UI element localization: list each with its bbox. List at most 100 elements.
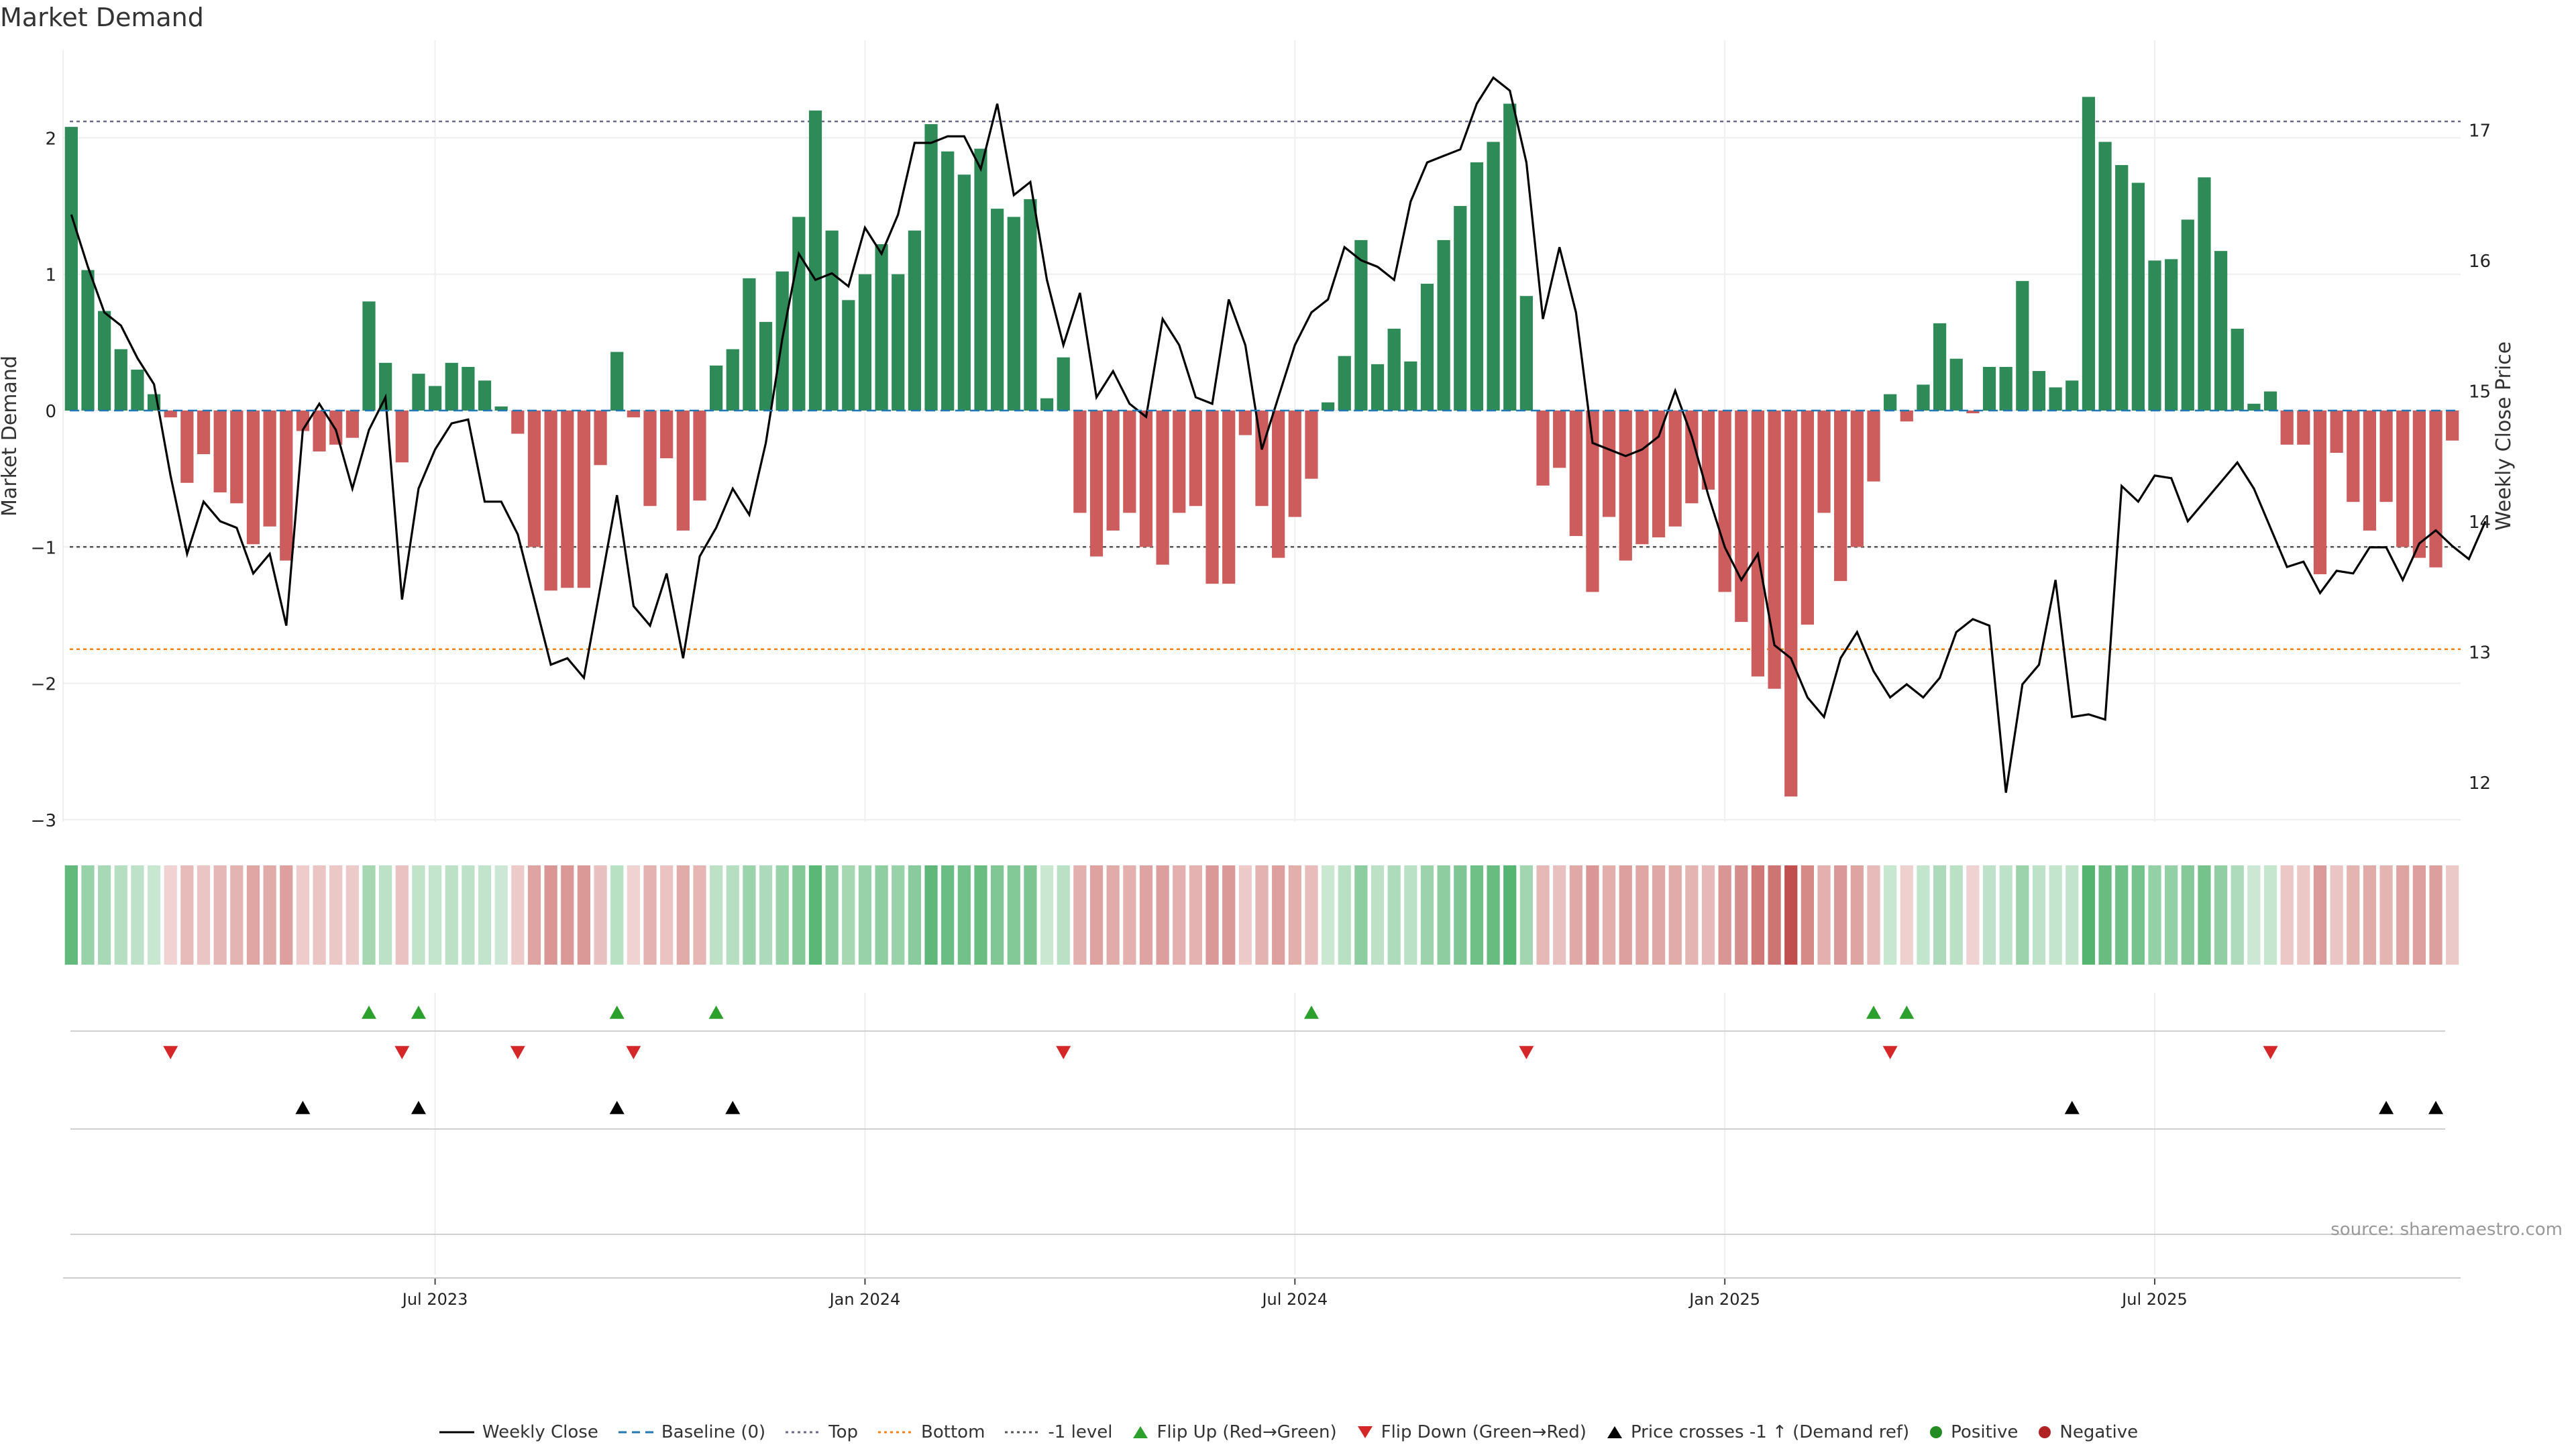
heat-cell <box>1801 865 1815 965</box>
demand-bar <box>2148 260 2161 411</box>
demand-bar <box>1784 411 1798 797</box>
y-tick-label: 1 <box>45 266 56 286</box>
demand-bar <box>743 278 756 411</box>
heat-cell <box>875 865 888 965</box>
heat-cell <box>1189 865 1203 965</box>
demand-bar <box>445 362 458 411</box>
demand-bar <box>428 386 442 411</box>
legend-label: Negative <box>2059 1422 2139 1442</box>
flip-down-marker <box>163 1046 178 1059</box>
heat-cell <box>1139 865 1153 965</box>
heat-cell <box>709 865 723 965</box>
demand-bar <box>2082 97 2096 411</box>
demand-bar <box>1685 411 1699 504</box>
demand-bar <box>1437 239 1450 411</box>
heat-cell <box>98 865 111 965</box>
heat-cell <box>1338 865 1351 965</box>
heat-cell <box>941 865 955 965</box>
demand-bar <box>81 270 95 411</box>
legend-item-bottom: Bottom <box>877 1422 985 1442</box>
heat-cell <box>858 865 872 965</box>
demand-bar <box>2247 403 2261 411</box>
demand-bar <box>1966 411 1980 414</box>
demand-bar <box>1305 411 1318 479</box>
demand-bar <box>1603 411 1616 517</box>
legend-label: Flip Down (Green→Red) <box>1381 1422 1587 1442</box>
demand-bar <box>180 411 194 483</box>
y2-tick-label: 13 <box>2469 643 2491 663</box>
heat-cell <box>2065 865 2079 965</box>
heat-cell <box>2032 865 2046 965</box>
demand-bar <box>908 230 921 411</box>
heat-cell <box>1238 865 1252 965</box>
demand-bar <box>709 365 723 411</box>
heat-cell <box>1454 865 1467 965</box>
demand-bar <box>1371 364 1385 411</box>
flip-down-marker <box>1056 1046 1071 1059</box>
demand-bar <box>1536 411 1550 486</box>
demand-bar <box>1586 411 1599 592</box>
heat-cell <box>842 865 855 965</box>
flip-up-marker <box>708 1006 724 1019</box>
heat-cell <box>1999 865 2012 965</box>
heat-cell <box>527 865 541 965</box>
legend-item-minus1: -1 level <box>1004 1422 1112 1442</box>
legend-label: -1 level <box>1048 1422 1113 1442</box>
heat-cell <box>1817 865 1831 965</box>
demand-bar <box>610 352 624 411</box>
demand-bar <box>1982 366 1996 411</box>
demand-bar <box>892 274 905 411</box>
demand-bar <box>1106 411 1120 531</box>
heat-cell <box>1834 865 1847 965</box>
demand-bar <box>1718 411 1731 592</box>
demand-bar <box>2198 177 2211 411</box>
demand-bar <box>230 411 244 504</box>
heat-cell <box>230 865 244 965</box>
demand-bar <box>313 411 326 451</box>
demand-bar <box>1751 411 1765 677</box>
demand-bar <box>1420 283 1434 411</box>
heat-cell <box>2412 865 2426 965</box>
heat-cell <box>1470 865 1484 965</box>
price-cross-marker <box>2379 1101 2394 1114</box>
heat-cell <box>2363 865 2377 965</box>
demand-bar <box>1801 411 1815 625</box>
demand-bar <box>395 411 409 463</box>
heat-cell <box>2181 865 2194 965</box>
y-tick-label: 2 <box>45 129 56 149</box>
heat-cell <box>345 865 359 965</box>
heat-cell <box>1420 865 1434 965</box>
heat-cell <box>1089 865 1104 965</box>
legend-label: Top <box>828 1422 859 1442</box>
heat-cell <box>1519 865 1533 965</box>
demand-bar <box>1387 329 1401 411</box>
heat-cell <box>1701 865 1715 965</box>
heat-cell <box>511 865 525 965</box>
y-tick-label: −1 <box>31 538 56 558</box>
y2-tick-label: 14 <box>2469 513 2491 533</box>
demand-bar <box>345 411 359 438</box>
heat-cell <box>792 865 806 965</box>
heat-cell <box>131 865 144 965</box>
x-tick-label: Jul 2023 <box>401 1290 468 1309</box>
x-tick-label: Jan 2025 <box>1688 1290 1760 1309</box>
heat-cell <box>81 865 95 965</box>
heat-cell <box>1784 865 1798 965</box>
heat-cell <box>478 865 492 965</box>
heat-cell <box>1867 865 1880 965</box>
dotted-line-icon <box>878 1431 914 1434</box>
heat-cell <box>2049 865 2062 965</box>
demand-bar <box>2065 380 2079 411</box>
heat-cell <box>379 865 392 965</box>
heat-cell <box>1487 865 1500 965</box>
demand-bar <box>1503 103 1517 411</box>
flip-down-marker <box>510 1046 525 1059</box>
demand-bar <box>1701 411 1715 490</box>
demand-bar <box>2280 411 2294 445</box>
price-cross-marker <box>2064 1101 2080 1114</box>
heat-cell <box>561 865 574 965</box>
heat-cell <box>1073 865 1087 965</box>
demand-bar <box>2379 411 2393 502</box>
heat-cell <box>924 865 938 965</box>
legend-label: Flip Up (Red→Green) <box>1157 1422 1337 1442</box>
